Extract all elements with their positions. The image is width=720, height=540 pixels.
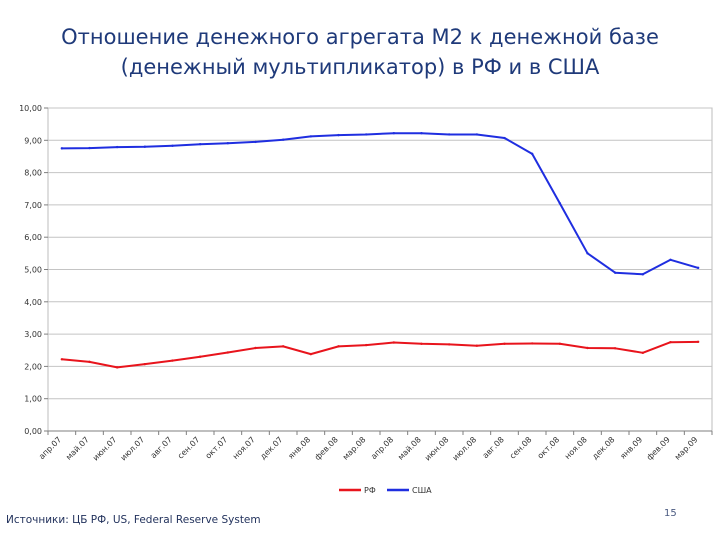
x-tick-label: мар.08 [341, 435, 368, 462]
data-point-РФ [475, 344, 479, 347]
x-tick-label: май.08 [396, 435, 423, 462]
x-tick-label: апр.08 [369, 435, 395, 461]
data-point-США [447, 133, 451, 136]
x-tick-label: июл.08 [451, 435, 478, 462]
series-line-РФ [61, 340, 699, 369]
x-tick-label: июн.08 [423, 435, 450, 462]
x-tick-label: фев.09 [645, 435, 672, 462]
data-point-РФ [143, 362, 147, 366]
x-tick-label: май.07 [64, 435, 91, 462]
x-tick-label: апр.07 [37, 435, 63, 461]
legend-label: США [412, 486, 432, 495]
data-point-США [115, 145, 119, 149]
x-tick-label: ноя.07 [231, 435, 257, 461]
x-tick-label: окт.08 [536, 435, 562, 461]
data-point-РФ [88, 360, 91, 364]
x-tick-label: дек.08 [590, 435, 616, 461]
data-point-США [475, 133, 479, 136]
data-point-РФ [254, 346, 257, 350]
x-tick-label: ноя.08 [563, 435, 589, 461]
x-tick-label: янв.09 [618, 435, 644, 461]
y-tick-label: 3,00 [24, 330, 42, 339]
data-point-США [558, 202, 562, 205]
data-point-РФ [392, 341, 396, 344]
data-point-США [696, 266, 700, 270]
x-tick-label: июн.07 [91, 435, 118, 462]
data-point-РФ [669, 340, 672, 344]
data-point-США [88, 146, 91, 150]
y-tick-label: 2,00 [24, 362, 42, 371]
legend-label: РФ [364, 486, 376, 495]
data-point-США [281, 138, 285, 141]
data-point-РФ [309, 352, 313, 356]
data-point-РФ [586, 346, 589, 350]
data-point-США [226, 142, 230, 145]
data-point-РФ [364, 343, 368, 347]
y-tick-label: 9,00 [24, 136, 42, 145]
y-tick-label: 8,00 [24, 169, 42, 178]
data-point-РФ [530, 342, 534, 345]
x-tick-label: сен.07 [176, 435, 202, 461]
data-point-США [143, 145, 147, 148]
y-tick-label: 5,00 [24, 266, 42, 275]
data-point-США [530, 152, 534, 156]
series-line-США [61, 132, 699, 276]
data-point-США [392, 131, 396, 135]
data-point-РФ [447, 343, 451, 346]
data-point-США [669, 258, 672, 262]
x-tick-label: июл.07 [119, 435, 146, 462]
data-point-РФ [281, 345, 285, 348]
data-point-РФ [641, 351, 645, 355]
data-point-РФ [503, 342, 506, 345]
x-tick-label: авг.07 [149, 435, 174, 460]
data-point-РФ [558, 342, 562, 345]
x-tick-label: дек.07 [258, 435, 284, 461]
data-point-США [641, 273, 645, 276]
x-tick-label: мар.09 [673, 435, 700, 462]
data-point-США [171, 144, 174, 147]
x-tick-label: сен.08 [508, 435, 534, 461]
x-tick-label: янв.08 [286, 435, 312, 461]
data-point-США [364, 133, 368, 136]
data-point-РФ [613, 347, 617, 350]
x-tick-label: окт.07 [204, 435, 230, 461]
data-point-США [254, 140, 257, 144]
data-point-РФ [60, 358, 64, 361]
y-tick-label: 0,00 [24, 427, 42, 436]
y-tick-label: 7,00 [24, 201, 42, 210]
data-point-РФ [696, 340, 700, 344]
y-tick-label: 4,00 [24, 298, 42, 307]
chart-title: Отношение денежного агрегата М2 к денежн… [0, 22, 720, 82]
data-point-США [503, 136, 506, 140]
data-point-США [337, 133, 340, 137]
chart-title-line-2: (денежный мультипликатор) в РФ и в США [120, 55, 600, 79]
data-point-США [613, 271, 617, 274]
data-point-РФ [198, 355, 202, 358]
data-point-США [198, 142, 202, 146]
x-tick-label: авг.08 [481, 435, 506, 460]
source-note: Источники: ЦБ РФ, US, Federal Reserve Sy… [6, 514, 261, 526]
y-tick-label: 10,00 [19, 104, 42, 113]
data-point-США [60, 147, 64, 150]
data-point-РФ [226, 351, 230, 354]
legend-box [333, 482, 433, 498]
data-point-США [309, 135, 313, 138]
data-point-РФ [337, 345, 340, 348]
data-point-США [586, 252, 589, 255]
y-tick-label: 1,00 [24, 395, 42, 404]
chart-title-line-1: Отношение денежного агрегата М2 к денежн… [61, 25, 659, 49]
data-point-РФ [115, 366, 119, 369]
data-point-РФ [171, 359, 174, 362]
y-tick-label: 6,00 [24, 233, 42, 242]
x-tick-label: фев.08 [313, 435, 340, 462]
page-number: 15 [664, 508, 677, 519]
data-point-США [420, 131, 423, 135]
data-point-РФ [420, 342, 423, 345]
